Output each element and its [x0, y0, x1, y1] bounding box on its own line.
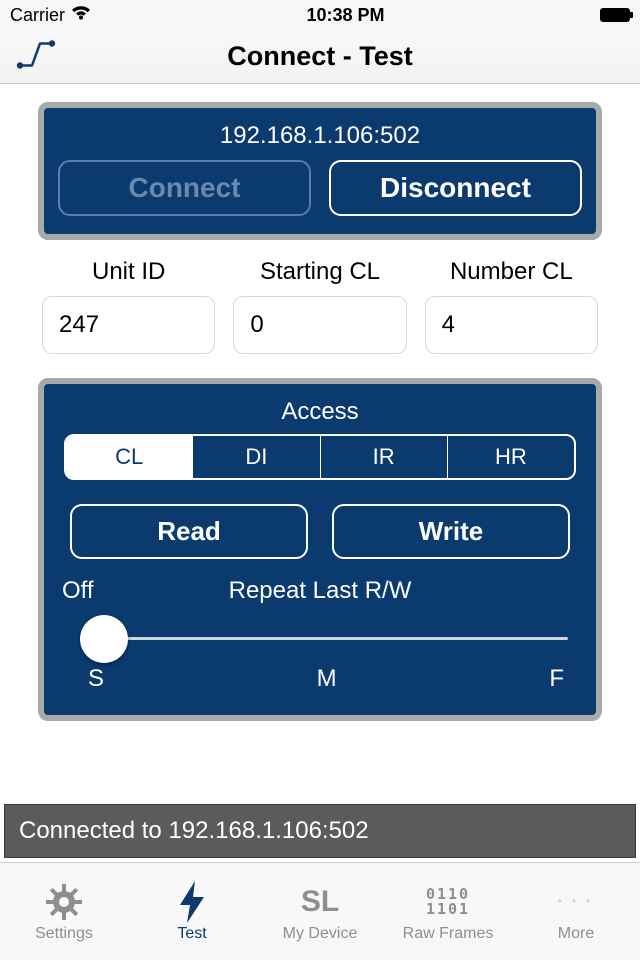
slider-label-f: F [549, 665, 564, 693]
slider-label-m: M [317, 665, 337, 693]
status-bar: Carrier 10:38 PM [0, 0, 640, 30]
number-cl-label: Number CL [450, 258, 573, 286]
connection-panel: 192.168.1.106:502 Connect Disconnect [38, 102, 602, 240]
number-cl-input[interactable] [425, 296, 598, 354]
disconnect-button[interactable]: Disconnect [329, 160, 582, 216]
nav-header: Connect - Test [0, 30, 640, 84]
slider-track [100, 637, 568, 640]
access-panel: Access CL DI IR HR Read Write Off Repeat… [38, 378, 602, 721]
unit-id-label: Unit ID [92, 258, 165, 286]
segment-ir[interactable]: IR [321, 436, 448, 478]
sl-icon: SL [301, 881, 339, 923]
gear-icon [45, 881, 83, 923]
tab-settings[interactable]: Settings [0, 863, 128, 960]
page-title: Connect - Test [227, 41, 413, 72]
more-icon: ◦ ◦ ◦ [558, 881, 594, 923]
tab-settings-label: Settings [35, 925, 93, 943]
status-right [600, 8, 630, 22]
tab-bar: Settings Test SL My Device 0110 1101 Raw… [0, 862, 640, 960]
tab-mydevice-label: My Device [283, 925, 358, 943]
tab-test-label: Test [177, 925, 206, 943]
slider-scale-labels: S M F [88, 665, 564, 693]
tab-test[interactable]: Test [128, 863, 256, 960]
starting-cl-label: Starting CL [260, 258, 380, 286]
tab-mydevice[interactable]: SL My Device [256, 863, 384, 960]
access-segmented-control: CL DI IR HR [64, 434, 576, 480]
slider-thumb[interactable] [80, 615, 128, 663]
status-time: 10:38 PM [306, 5, 384, 26]
tab-rawframes[interactable]: 0110 1101 Raw Frames [384, 863, 512, 960]
tab-more[interactable]: ◦ ◦ ◦ More [512, 863, 640, 960]
battery-icon [600, 8, 630, 22]
binary-icon: 0110 1101 [426, 881, 470, 923]
connect-button[interactable]: Connect [58, 160, 311, 216]
slider-label-s: S [88, 665, 104, 693]
write-button[interactable]: Write [332, 504, 570, 559]
connection-icon [14, 37, 58, 76]
read-button[interactable]: Read [70, 504, 308, 559]
status-left: Carrier [10, 5, 91, 26]
wifi-icon [71, 5, 91, 26]
repeat-off-label: Off [62, 577, 122, 605]
access-title: Access [58, 398, 582, 426]
repeat-slider[interactable] [64, 615, 576, 661]
tab-rawframes-label: Raw Frames [403, 925, 494, 943]
bolt-icon [178, 881, 206, 923]
ip-address-label: 192.168.1.106:502 [58, 122, 582, 150]
segment-di[interactable]: DI [193, 436, 320, 478]
carrier-label: Carrier [10, 5, 65, 26]
unit-id-input[interactable] [42, 296, 215, 354]
starting-cl-input[interactable] [233, 296, 406, 354]
tab-more-label: More [558, 925, 594, 943]
parameters-row: Unit ID Starting CL Number CL [0, 240, 640, 354]
repeat-title: Repeat Last R/W [122, 577, 518, 605]
segment-cl[interactable]: CL [66, 436, 193, 478]
segment-hr[interactable]: HR [448, 436, 574, 478]
status-toast: Connected to 192.168.1.106:502 [4, 804, 636, 858]
